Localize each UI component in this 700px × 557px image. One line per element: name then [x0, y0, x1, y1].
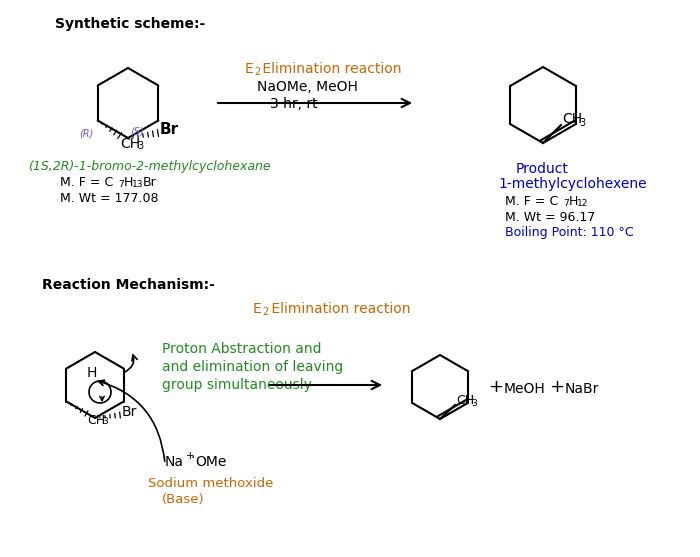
Text: Reaction Mechanism:-: Reaction Mechanism:- [42, 278, 215, 292]
Text: H: H [569, 195, 578, 208]
Text: Br: Br [143, 176, 157, 189]
Text: M. F = C: M. F = C [505, 195, 559, 208]
Text: Na: Na [165, 455, 184, 469]
Text: (Base): (Base) [162, 493, 204, 506]
Text: +: + [186, 451, 195, 461]
Text: Sodium methoxide: Sodium methoxide [148, 477, 274, 490]
Text: M. F = C: M. F = C [60, 176, 113, 189]
Text: 1-methylcyclohexene: 1-methylcyclohexene [498, 177, 647, 191]
Text: CH: CH [562, 112, 582, 126]
Text: H: H [87, 366, 97, 380]
Text: and elimination of leaving: and elimination of leaving [162, 360, 343, 374]
Text: Elimination reaction: Elimination reaction [267, 302, 410, 316]
Text: 13: 13 [132, 180, 144, 189]
Text: Elimination reaction: Elimination reaction [258, 62, 402, 76]
Text: Synthetic scheme:-: Synthetic scheme:- [55, 17, 205, 31]
Text: Boiling Point: 110 °C: Boiling Point: 110 °C [505, 226, 634, 239]
Text: +: + [549, 378, 564, 396]
FancyArrowPatch shape [99, 380, 164, 461]
Text: OMe: OMe [195, 455, 226, 469]
Text: Proton Abstraction and: Proton Abstraction and [162, 342, 321, 356]
Text: CH: CH [120, 136, 141, 150]
Text: group simultaneously: group simultaneously [162, 378, 312, 392]
Text: CH: CH [456, 393, 474, 407]
Text: 3: 3 [471, 398, 477, 408]
Text: (1S,2R)-1-bromo-2-methylcyclohexane: (1S,2R)-1-bromo-2-methylcyclohexane [28, 160, 271, 173]
Text: Product: Product [516, 162, 569, 176]
Text: 3 hr, rt: 3 hr, rt [270, 97, 318, 111]
Text: NaBr: NaBr [565, 382, 599, 396]
Text: M. Wt = 96.17: M. Wt = 96.17 [505, 211, 595, 224]
Text: MeOH: MeOH [504, 382, 546, 396]
Text: H: H [124, 176, 134, 189]
Text: E: E [245, 62, 253, 76]
Text: 7: 7 [118, 180, 124, 189]
Text: 3: 3 [102, 418, 108, 427]
Text: +: + [488, 378, 503, 396]
Text: 2: 2 [262, 307, 268, 317]
Text: (R): (R) [80, 129, 94, 139]
Text: 3: 3 [138, 140, 144, 150]
Text: 2: 2 [254, 67, 260, 77]
Text: Br: Br [122, 405, 137, 419]
Text: E: E [253, 302, 262, 316]
Text: CH: CH [88, 413, 106, 427]
Text: (S): (S) [130, 126, 143, 136]
Text: 3: 3 [579, 118, 585, 128]
Text: 12: 12 [577, 199, 589, 208]
Text: Br: Br [160, 121, 179, 136]
Text: NaOMe, MeOH: NaOMe, MeOH [257, 80, 358, 94]
FancyArrowPatch shape [124, 355, 137, 373]
Text: M. Wt = 177.08: M. Wt = 177.08 [60, 192, 158, 205]
Text: 7: 7 [563, 199, 568, 208]
Text: ·: · [191, 451, 195, 465]
